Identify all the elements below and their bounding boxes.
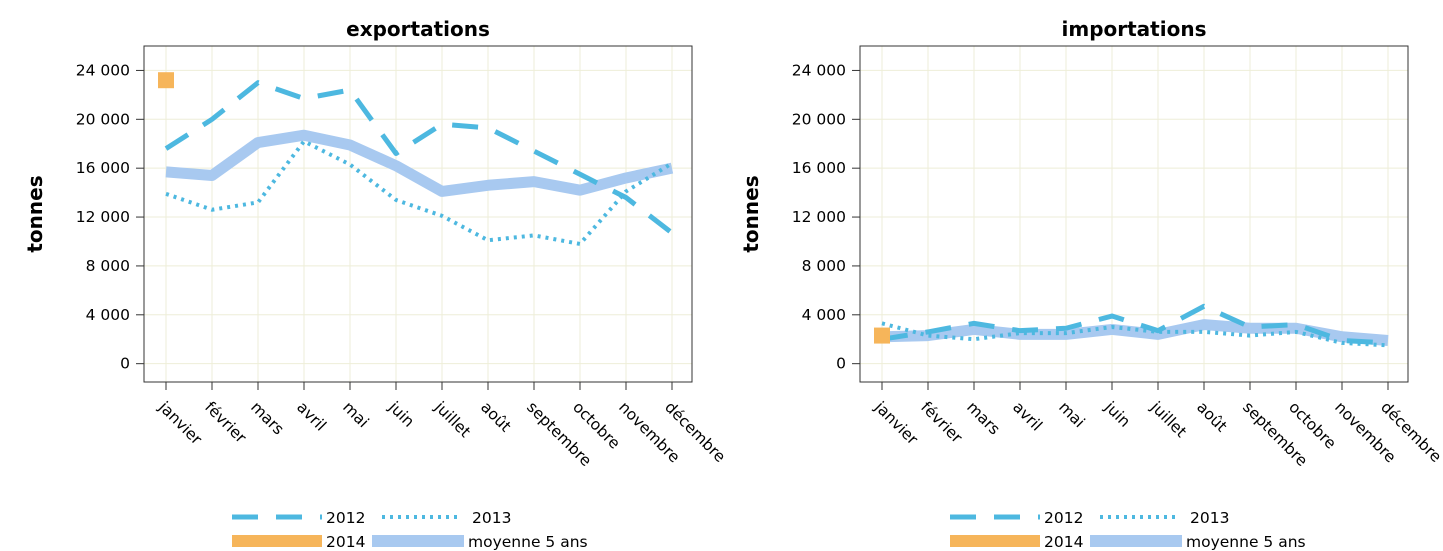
x-tick-label: juillet — [430, 397, 474, 441]
x-tick-label: août — [1193, 398, 1230, 435]
series-2013-line — [881, 321, 1389, 348]
legend-label-2014: 2014 — [1044, 533, 1083, 551]
x-tick-label: mars — [963, 398, 1003, 438]
legend: 2012 2013 2014 moyenne 5 ans — [232, 509, 588, 551]
importations-panel: importations tonnes 0 4 000 8 000 12 000 16 00… — [739, 17, 1443, 551]
exportations-panel: exportations tonnes 0 4 000 8 000 12 000 16 00… — [23, 17, 729, 551]
x-tick-label: février — [917, 398, 966, 447]
chart-title: importations — [1062, 17, 1207, 41]
y-tick-label: 12 000 — [76, 208, 130, 226]
x-tick-label: juin — [384, 397, 417, 430]
legend-label-2013: 2013 — [472, 509, 511, 527]
grid — [144, 46, 692, 382]
legend-swatch-moyenne — [1090, 535, 1182, 547]
x-tick-label: avril — [293, 398, 330, 435]
y-tick-label: 8 000 — [86, 257, 130, 275]
series-2014-point — [158, 72, 174, 89]
plot-frame — [143, 45, 693, 383]
y-tick-label: 0 — [836, 355, 846, 373]
legend-swatch-moyenne — [372, 535, 464, 547]
series-2012-line — [164, 80, 674, 235]
y-tick-label: 8 000 — [802, 257, 846, 275]
y-tick-label: 24 000 — [792, 61, 846, 79]
series-2013-line — [165, 139, 674, 246]
legend-swatch-2014 — [232, 535, 322, 547]
x-tick-label: juin — [1100, 397, 1133, 430]
legend-swatch-2014 — [950, 535, 1040, 547]
plot-frame — [859, 45, 1409, 383]
x-tick-label: août — [477, 398, 514, 435]
y-tick-label: 24 000 — [76, 61, 130, 79]
x-tick-label: février — [201, 398, 250, 447]
y-tick-label: 20 000 — [792, 110, 846, 128]
y-tick-label: 20 000 — [76, 110, 130, 128]
series-moyenne-5-ans-line — [881, 319, 1389, 346]
y-axis-label: tonnes — [739, 175, 763, 252]
series-2014-point — [874, 327, 890, 344]
legend-label-moyenne: moyenne 5 ans — [468, 533, 588, 551]
x-tick-label: juillet — [1146, 397, 1190, 441]
x-tick-label: mai — [339, 398, 372, 431]
y-tick-label: 12 000 — [792, 208, 846, 226]
x-tick-label: mars — [247, 398, 287, 438]
legend-label-moyenne: moyenne 5 ans — [1186, 533, 1306, 551]
legend: 2012 2013 2014 moyenne 5 ans — [950, 509, 1306, 551]
y-tick-label: 16 000 — [792, 159, 846, 177]
y-axis-label: tonnes — [23, 175, 47, 252]
y-tick-label: 4 000 — [802, 306, 846, 324]
legend-label-2012: 2012 — [326, 509, 365, 527]
x-tick-label: mai — [1055, 398, 1088, 431]
x-tick-label: avril — [1009, 398, 1046, 435]
series-moyenne-5-ans-line — [165, 129, 674, 197]
legend-label-2014: 2014 — [326, 533, 365, 551]
chart-title: exportations — [346, 17, 490, 41]
x-tick-label: janvier — [154, 397, 205, 448]
legend-label-2013: 2013 — [1190, 509, 1229, 527]
legend-label-2012: 2012 — [1044, 509, 1083, 527]
x-tick-label: janvier — [870, 397, 921, 448]
y-tick-label: 0 — [120, 355, 130, 373]
y-tick-label: 16 000 — [76, 159, 130, 177]
y-tick-label: 4 000 — [86, 306, 130, 324]
